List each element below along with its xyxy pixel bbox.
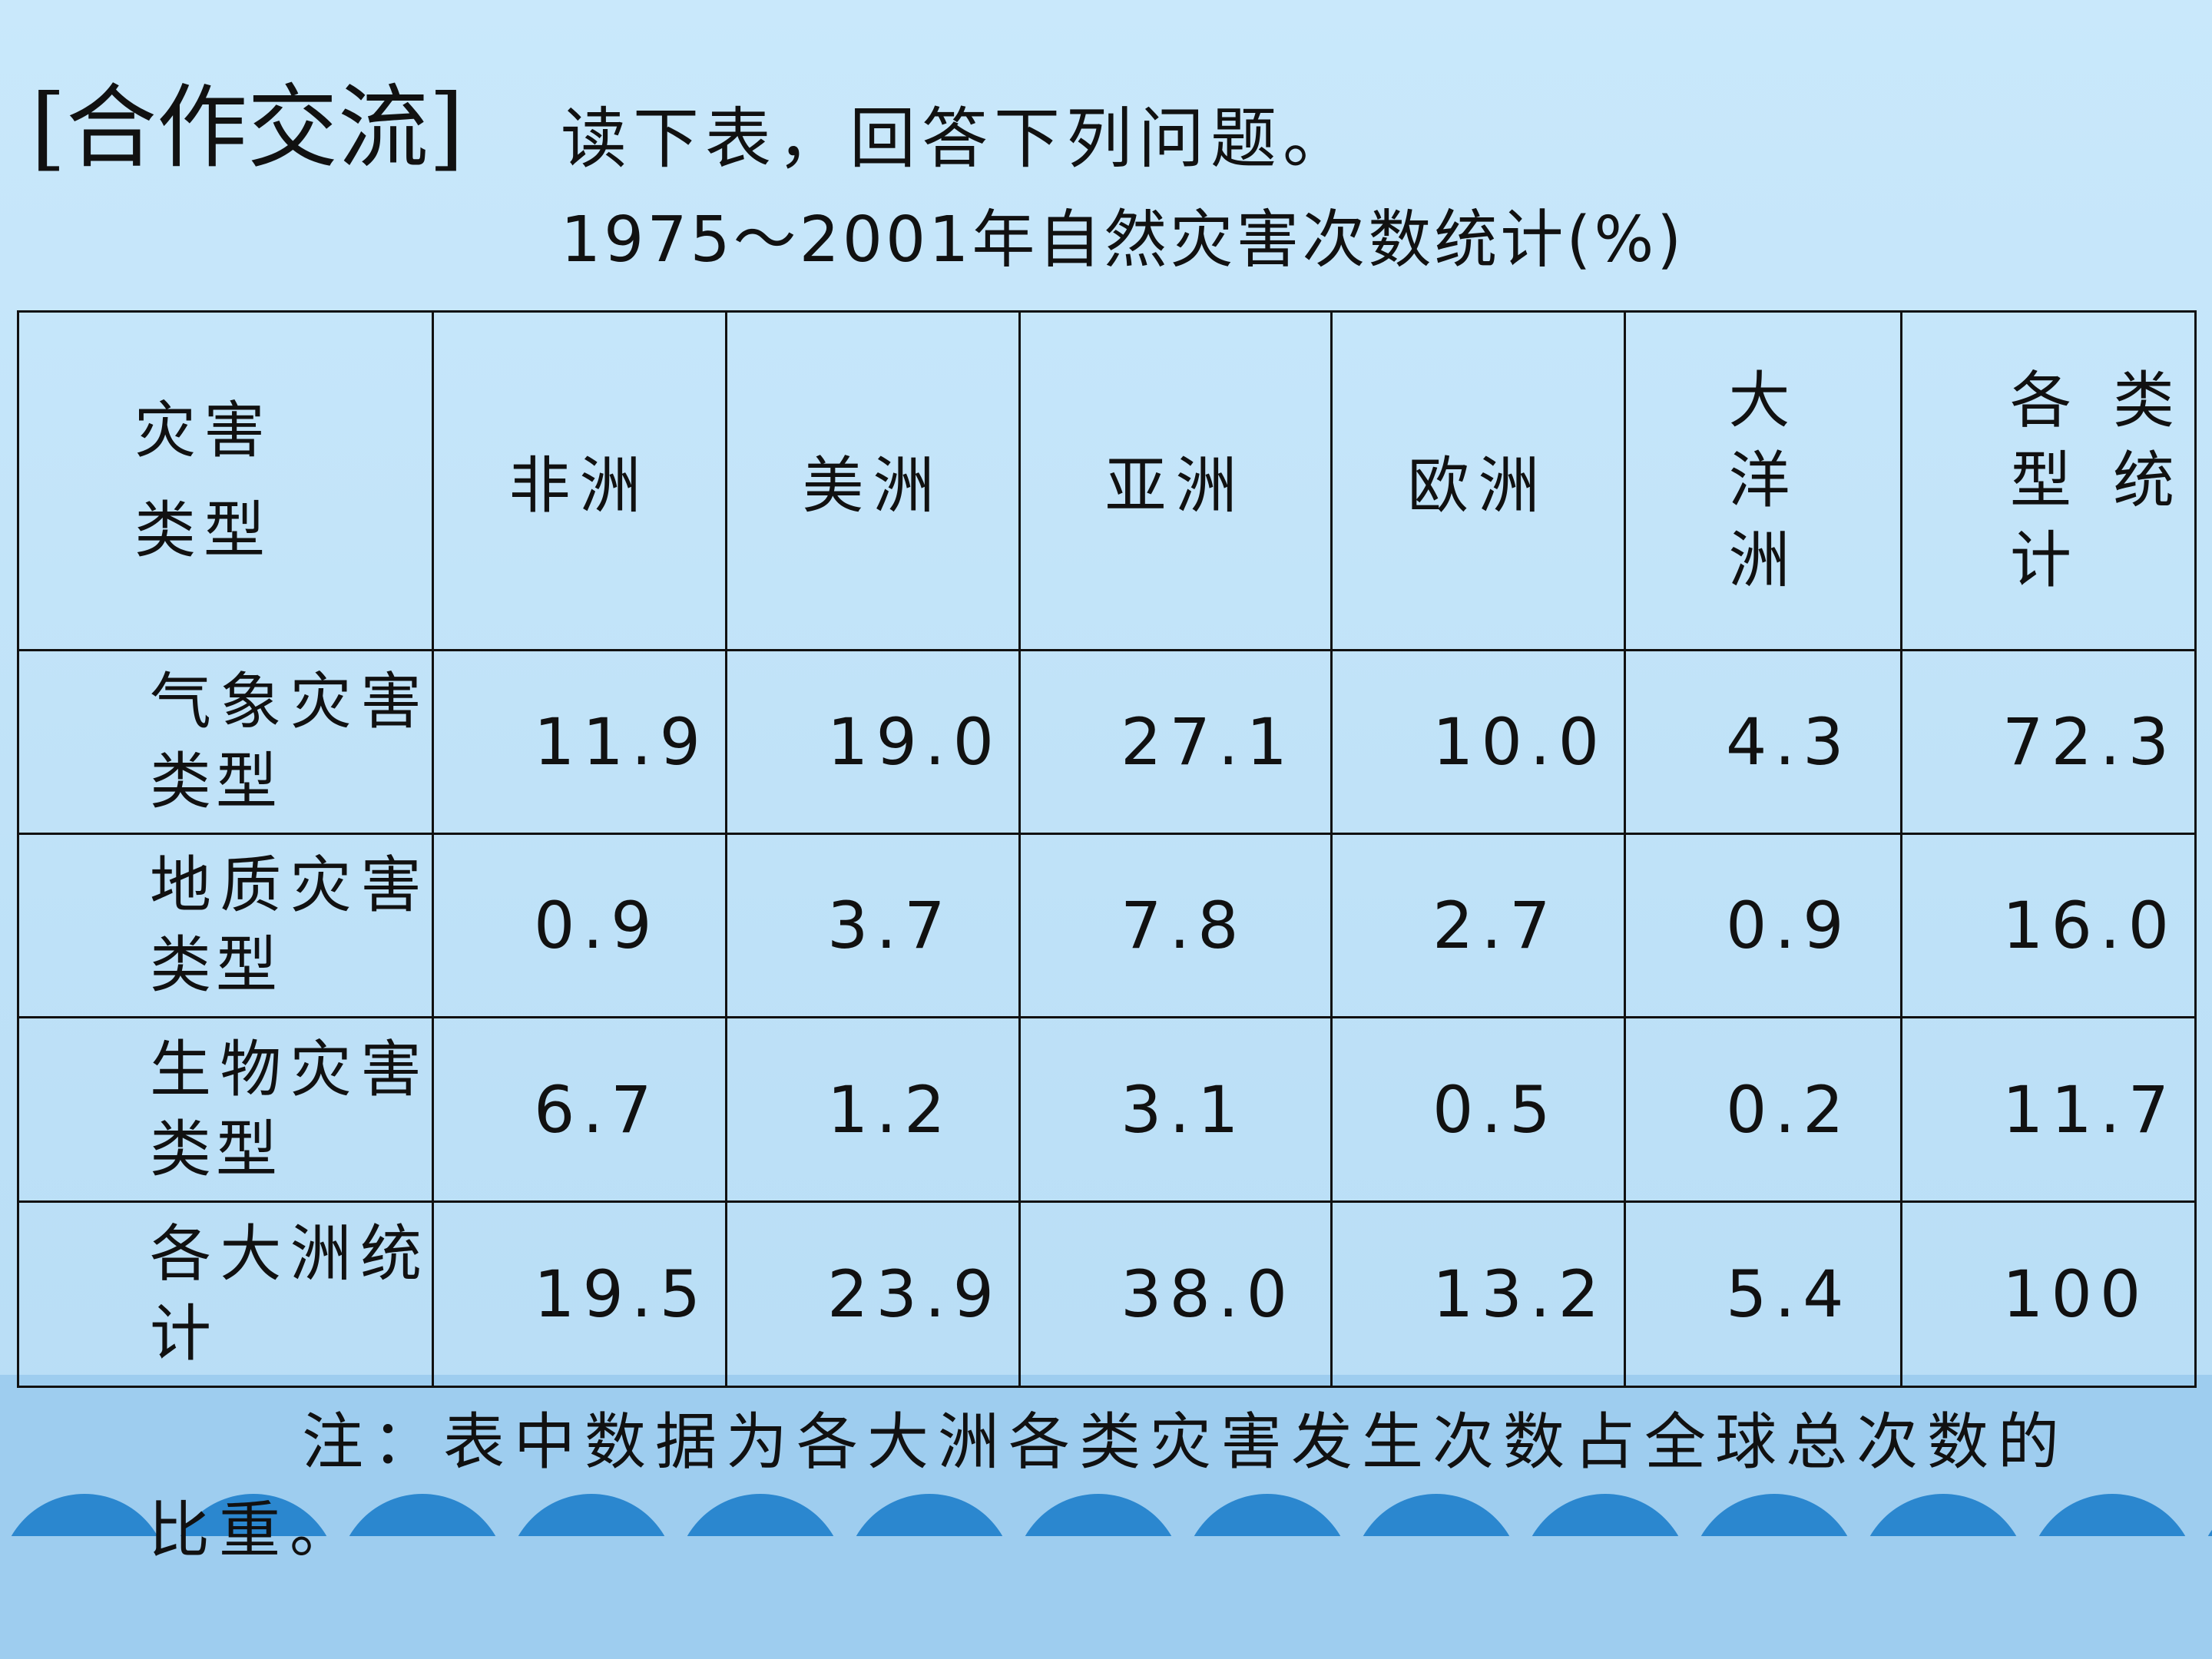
value-cell: 3.7 (725, 833, 1021, 1018)
header-cell: 灾害类型 (17, 310, 434, 651)
header-text: 美洲 (802, 450, 944, 522)
cell-value: 27.1 (1121, 704, 1296, 780)
value-cell: 100 (1900, 1200, 2197, 1388)
value-cell: 16.0 (1900, 833, 2197, 1018)
row-label-cell: 地质灾害类型 (17, 833, 434, 1018)
row-label: 地质灾害类型 (150, 849, 426, 1001)
cell-value: 100 (2002, 1257, 2149, 1332)
value-cell: 0.5 (1330, 1016, 1626, 1203)
row-label-cell: 各大洲统计 (17, 1200, 434, 1388)
title: [合作交流] (31, 75, 465, 180)
value-cell: 2.7 (1330, 833, 1626, 1018)
waves (0, 1536, 2212, 1659)
cell-value: 2.7 (1432, 888, 1558, 963)
cell-value: 19.0 (827, 704, 1002, 780)
value-cell: 38.0 (1018, 1200, 1333, 1388)
row-label: 气象灾害类型 (150, 666, 426, 817)
value-cell: 27.1 (1018, 649, 1333, 835)
cell-value: 3.1 (1121, 1071, 1247, 1147)
value-cell: 19.0 (725, 649, 1021, 835)
cell-value: 0.2 (1726, 1071, 1852, 1147)
header-row: 灾害类型 非洲 美洲 亚洲 欧洲 大洋洲 各类型统计 (17, 310, 2197, 651)
cell-value: 1.2 (827, 1071, 953, 1147)
value-cell: 0.9 (1624, 833, 1902, 1018)
value-cell: 11.9 (432, 649, 727, 835)
cell-value: 3.7 (827, 888, 953, 963)
header-cell: 非洲 (432, 310, 727, 651)
cell-value: 72.3 (2002, 704, 2177, 780)
value-cell: 19.5 (432, 1200, 727, 1388)
header-text: 灾害类型 (134, 395, 273, 566)
header-text: 欧洲 (1407, 450, 1549, 522)
header-cell: 亚洲 (1018, 310, 1333, 651)
header-cell: 美洲 (725, 310, 1021, 651)
row-label-cell: 生物灾害类型 (17, 1016, 434, 1203)
row-label: 生物灾害类型 (150, 1033, 426, 1185)
value-cell: 23.9 (725, 1200, 1021, 1388)
value-cell: 6.7 (432, 1016, 727, 1203)
instruction: 读下表，回答下列问题。 (561, 101, 1355, 177)
table-caption: 1975～2001年自然灾害次数统计(%) (561, 204, 1685, 276)
cell-value: 38.0 (1121, 1257, 1296, 1332)
header-text: 亚洲 (1104, 450, 1247, 522)
header-text: 大洋洲 (1728, 365, 1790, 596)
cell-value: 6.7 (534, 1071, 660, 1147)
cell-value: 16.0 (2002, 888, 2177, 963)
value-cell: 5.4 (1624, 1200, 1902, 1388)
table-row: 各大洲统计 19.5 23.9 38.0 13.2 5.4 100 (17, 1200, 2197, 1388)
header-text: 各类型统计 (2010, 365, 2187, 596)
table: 灾害类型 非洲 美洲 亚洲 欧洲 大洋洲 各类型统计气象灾害类型 11.9 19.0 27.1 10… (17, 310, 2197, 1388)
value-cell: 3.1 (1018, 1016, 1333, 1203)
table-row: 生物灾害类型 6.7 1.2 3.1 0.5 0.2 11.7 (17, 1016, 2197, 1203)
table-row: 气象灾害类型 11.9 19.0 27.1 10.0 4.3 72.3 (17, 649, 2197, 835)
cell-value: 23.9 (827, 1257, 1002, 1332)
value-cell: 4.3 (1624, 649, 1902, 835)
value-cell: 11.7 (1900, 1016, 2197, 1203)
cell-value: 0.5 (1432, 1071, 1558, 1147)
table-row: 地质灾害类型 0.9 3.7 7.8 2.7 0.9 16.0 (17, 833, 2197, 1018)
cell-value: 13.2 (1432, 1257, 1608, 1332)
value-cell: 13.2 (1330, 1200, 1626, 1388)
cell-value: 0.9 (1726, 888, 1852, 963)
value-cell: 0.9 (432, 833, 727, 1018)
note: 注：表中数据为各大洲各类灾害发生次数占全球总次数的比重。 (148, 1406, 2068, 1566)
cell-value: 11.7 (2002, 1071, 2177, 1147)
cell-value: 7.8 (1121, 888, 1247, 963)
cell-value: 11.9 (534, 704, 709, 780)
cell-value: 4.3 (1726, 704, 1852, 780)
cell-value: 0.9 (534, 888, 660, 963)
value-cell: 72.3 (1900, 649, 2197, 835)
value-cell: 7.8 (1018, 833, 1333, 1018)
header-cell: 各类型统计 (1900, 310, 2197, 651)
value-cell: 1.2 (725, 1016, 1021, 1203)
cell-value: 10.0 (1432, 704, 1608, 780)
header-cell: 欧洲 (1330, 310, 1626, 651)
header-text: 非洲 (508, 450, 651, 522)
value-cell: 0.2 (1624, 1016, 1902, 1203)
value-cell: 10.0 (1330, 649, 1626, 835)
header-cell: 大洋洲 (1624, 310, 1902, 651)
cell-value: 19.5 (534, 1257, 709, 1332)
row-label-cell: 气象灾害类型 (17, 649, 434, 835)
cell-value: 5.4 (1726, 1257, 1852, 1332)
row-label: 各大洲统计 (150, 1218, 426, 1369)
